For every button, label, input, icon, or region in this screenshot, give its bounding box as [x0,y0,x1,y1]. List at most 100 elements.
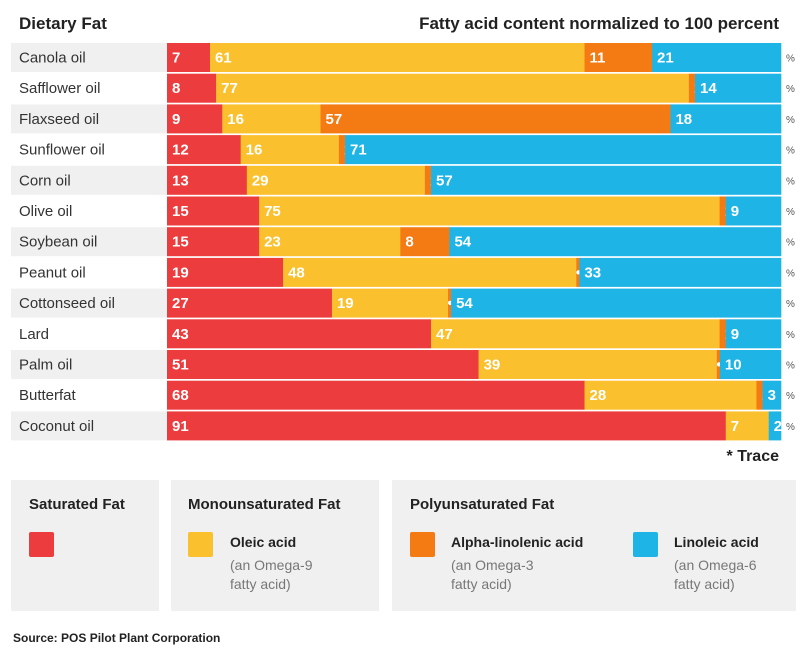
category-label-olive-oil: Olive oil [19,203,72,220]
bar-segment [338,135,346,165]
bar-segment [167,380,585,410]
bar-segment [576,257,580,287]
bar-value-label: 21 [657,50,674,67]
bar-segment [331,288,449,318]
bar-segment [167,319,432,349]
percent-unit-label: % [786,207,795,218]
bar-value-label: 43 [172,326,189,343]
bar-value-label: 57 [326,111,343,128]
percent-unit-label: % [786,146,795,157]
bar-value-label: 91 [172,418,189,435]
bar-segment [725,196,782,226]
legend-oleic-title: Oleic acid [230,534,297,550]
bar-segment [716,350,721,379]
bar-segment [167,43,211,72]
category-label-cottonseed-oil: Cottonseed oil [19,295,115,312]
legend-alpha-sub: (an Omega-3 fatty acid) [451,557,534,592]
percent-unit-label: % [786,299,795,310]
legend-linoleic-title: Linoleic acid [674,534,759,550]
bar-segment [167,73,217,103]
percent-unit-label: % [786,115,795,126]
bar-segment [725,411,770,441]
bar-segment [167,257,284,287]
bar-value-label: 54 [454,234,471,251]
bar-segment [240,135,340,165]
bar-value-label: 9 [731,326,739,343]
bar-segment [320,104,671,134]
category-row-bg [11,350,167,379]
trace-note: * Trace [726,448,779,465]
chart-title: Dietary Fat [19,14,107,33]
category-label-flaxseed-oil: Flaxseed oil [19,111,99,128]
bar-segment [259,196,720,226]
bar-value-label: 7 [172,50,180,67]
legend-alpha-title: Alpha-linolenic acid [451,534,584,550]
legend-alpha-swatch [410,532,435,557]
bar-value-label: 57 [436,172,453,189]
bar-value-label: 61 [215,50,232,67]
category-row-bg [11,227,167,257]
bar-value-label: 8 [172,80,180,97]
bar-value-label: 68 [172,387,189,404]
bar-value-label: 47 [436,326,453,343]
category-label-butterfat: Butterfat [19,387,77,404]
bar-segment [768,411,782,441]
bar-segment [431,319,720,349]
bar-segment [167,350,479,379]
bar-value-label: 71 [350,142,367,159]
bar-segment [725,319,782,349]
legend-saturated-swatch [29,532,54,557]
bar-value-label: 23 [264,234,281,251]
percent-unit-label: % [786,84,795,95]
legend-oleic-sub: (an Omega-9 fatty acid) [230,557,313,592]
source-credit: Source: POS Pilot Plant Corporation [13,631,221,645]
chart-subtitle: Fatty acid content normalized to 100 per… [419,14,779,33]
bar-value-label: 51 [172,357,189,374]
bar-segment [449,227,782,257]
bar-value-label: 10 [725,357,742,374]
category-label-corn-oil: Corn oil [19,172,71,189]
bar-segment [259,227,401,257]
bar-value-label: 3 [768,387,776,404]
stacked-bar-chart: Canola oil 7 61 11 21% Safflower oil 8 7 71 14% Fl… [11,43,795,441]
bar-segment [688,73,696,103]
category-label-canola-oil: Canola oil [19,50,86,67]
percent-unit-label: % [786,391,795,402]
bar-segment [762,380,782,410]
percent-unit-label: % [786,422,795,433]
bar-value-label: • [576,264,581,281]
bar-value-label: 39 [484,357,501,374]
category-label-palm-oil: Palm oil [19,357,72,374]
bar-segment [209,43,585,72]
bar-value-label: 9 [731,203,739,220]
category-row-bg [11,288,167,318]
category-label-lard: Lard [19,326,49,343]
percent-unit-label: % [786,268,795,279]
bar-value-label: 75 [264,203,281,220]
bar-segment [670,104,782,134]
bar-value-label: 16 [246,142,263,159]
bar-value-label: 29 [252,172,269,189]
legend-linoleic-swatch [633,532,658,557]
bar-segment [719,350,782,379]
bar-segment [222,104,321,134]
bar-value-label: • [448,295,453,312]
bar-segment [167,288,333,318]
bar-value-label: 28 [590,387,607,404]
bar-value-label: 13 [172,172,189,189]
legend-mono-panel: Monounsaturated Fat Oleic acid (an Omega… [171,480,379,611]
category-label-peanut-oil: Peanut oil [19,264,86,281]
legend-saturated-panel: Saturated Fat [11,480,159,611]
percent-unit-label: % [786,361,795,372]
legend-linoleic-sub: (an Omega-6 fatty acid) [674,557,757,592]
bar-segment [478,350,718,379]
category-row-bg [11,165,167,195]
bar-value-label: 9 [172,111,180,128]
legend-saturated-heading: Saturated Fat [29,496,125,513]
bar-segment [167,104,223,134]
bar-value-label: 18 [675,111,692,128]
bar-value-label: 2 [774,418,782,435]
bar-segment [584,380,757,410]
legend-mono-heading: Monounsaturated Fat [188,496,341,513]
bar-segment [167,165,248,195]
